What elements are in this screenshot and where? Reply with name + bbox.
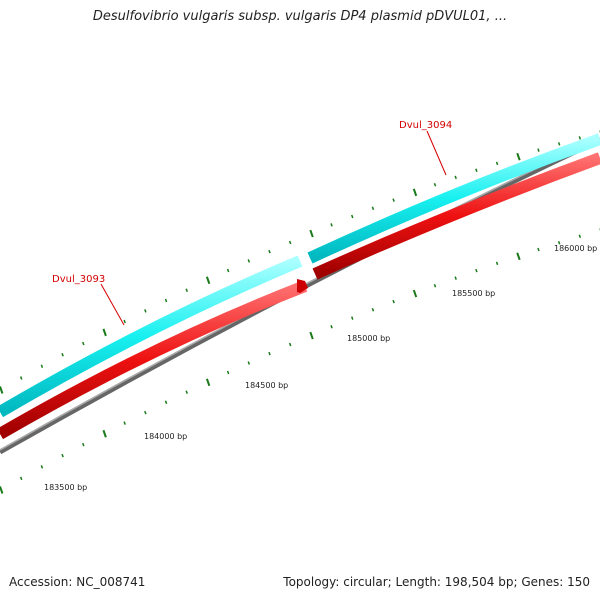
outer-tick-minor	[288, 240, 292, 245]
genome-summary-text: Topology: circular; Length: 198,504 bp; …	[283, 575, 590, 589]
outer-tick-major	[102, 328, 107, 337]
outer-tick-major	[309, 229, 314, 238]
scale-label-185000: 185000 bp	[347, 334, 390, 343]
outer-tick-minor	[578, 136, 582, 140]
gene-dvul-3093-arrow	[297, 279, 308, 293]
inner-tick-minor	[82, 442, 85, 447]
inner-tick-minor	[226, 370, 230, 375]
outer-tick-minor	[557, 142, 561, 146]
outer-tick-minor	[495, 161, 499, 166]
outer-tick-minor	[226, 268, 230, 273]
outer-tick-major	[412, 188, 418, 197]
inner-tick-minor	[433, 283, 437, 288]
outer-tick-minor	[40, 364, 44, 369]
outer-tick-minor	[475, 168, 478, 173]
forward-strand-track	[0, 133, 600, 418]
inner-tick-minor	[578, 234, 582, 239]
gene-label-dvul-3094[interactable]: Dvul_3094	[399, 120, 452, 131]
inner-tick-major	[516, 252, 521, 261]
inner-tick-minor	[557, 241, 561, 245]
inner-tick-minor	[40, 465, 44, 469]
accession-text: Accession: NC_008741	[9, 575, 146, 589]
scale-label-183500: 183500 bp	[44, 483, 87, 492]
gene-dvul-3093-forward-bar[interactable]	[0, 255, 303, 418]
inner-tick-minor	[475, 268, 478, 273]
inner-tick-minor	[454, 276, 457, 280]
gene-dvul-3093-bar[interactable]	[0, 280, 308, 440]
outer-tick-minor	[144, 309, 147, 313]
outer-tick-major	[516, 152, 521, 161]
outer-tick-minor	[247, 259, 251, 263]
inner-tick-minor	[247, 361, 251, 365]
inner-tick-minor	[371, 308, 375, 312]
inner-tick-minor	[392, 299, 395, 304]
inner-tick-minor	[330, 325, 333, 329]
inner-tick-minor	[495, 261, 499, 266]
inner-tick-minor	[537, 247, 540, 252]
scale-label-184000: 184000 bp	[144, 432, 187, 441]
outer-tick-minor	[61, 353, 64, 357]
inner-tick-minor	[144, 410, 147, 415]
outer-tick-marks	[0, 130, 600, 394]
inner-tick-minor	[19, 476, 23, 481]
outer-tick-minor	[371, 206, 375, 210]
outer-tick-minor	[19, 376, 23, 380]
reverse-strand-track	[0, 152, 600, 440]
outer-tick-minor	[433, 183, 437, 187]
outer-tick-major	[0, 386, 4, 394]
gene-label-leaders	[100, 130, 447, 326]
inner-tick-major	[412, 289, 418, 298]
inner-tick-major	[205, 378, 211, 387]
inner-tick-minor	[123, 421, 126, 425]
inner-tick-major	[309, 331, 314, 340]
backbone	[0, 137, 600, 455]
outer-tick-minor	[537, 148, 540, 152]
outer-tick-minor	[268, 249, 271, 254]
inner-tick-minor	[268, 351, 271, 356]
map-title: Desulfovibrio vulgaris subsp. vulgaris D…	[92, 9, 508, 24]
outer-tick-minor	[82, 341, 85, 346]
inner-tick-minor	[351, 316, 354, 320]
outer-tick-minor	[392, 198, 395, 202]
outer-tick-minor	[123, 319, 126, 324]
inner-tick-minor	[61, 453, 64, 458]
outer-tick-major	[205, 276, 211, 285]
inner-tick-minor	[164, 400, 168, 405]
scale-label-186000: 186000 bp	[554, 244, 597, 253]
outer-tick-minor	[185, 288, 188, 292]
inner-tick-major	[0, 486, 4, 494]
gene-label-dvul-3093[interactable]: Dvul_3093	[52, 274, 105, 285]
gene-dvul-3094-bar[interactable]	[312, 152, 600, 280]
scale-label-185500: 185500 bp	[452, 289, 495, 298]
gene-dvul-3094-forward-bar[interactable]	[307, 133, 600, 264]
inner-tick-minor	[288, 342, 292, 347]
scale-label-184500: 184500 bp	[245, 381, 288, 390]
outer-tick-minor	[164, 298, 168, 303]
inner-tick-minor	[185, 390, 188, 394]
outer-tick-minor	[330, 223, 333, 227]
inner-tick-major	[102, 429, 107, 438]
inner-tick-marks	[0, 228, 600, 494]
outer-tick-minor	[454, 175, 457, 180]
outer-tick-minor	[351, 214, 354, 219]
